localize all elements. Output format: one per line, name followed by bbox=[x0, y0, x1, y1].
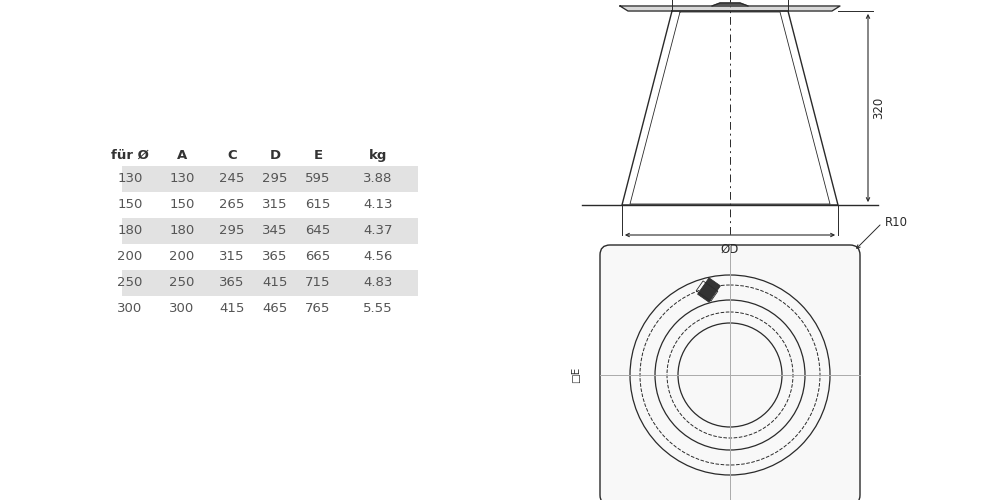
Text: D: D bbox=[269, 149, 281, 162]
Text: 130: 130 bbox=[117, 172, 143, 186]
Text: 3.88: 3.88 bbox=[363, 172, 393, 186]
Text: kg: kg bbox=[369, 149, 387, 162]
Text: 665: 665 bbox=[305, 250, 331, 264]
Text: 180: 180 bbox=[169, 224, 195, 237]
Text: 595: 595 bbox=[305, 172, 331, 186]
Text: 315: 315 bbox=[262, 198, 288, 211]
Text: A: A bbox=[177, 149, 187, 162]
Text: 150: 150 bbox=[117, 198, 143, 211]
Text: 4.56: 4.56 bbox=[363, 250, 393, 264]
Text: 4.83: 4.83 bbox=[363, 276, 393, 289]
Text: 320: 320 bbox=[872, 97, 885, 119]
Text: 415: 415 bbox=[219, 302, 245, 316]
Bar bbox=[698, 278, 720, 302]
Text: 200: 200 bbox=[117, 250, 143, 264]
Text: 415: 415 bbox=[262, 276, 288, 289]
Bar bbox=[122, 218, 418, 244]
Text: 265: 265 bbox=[219, 198, 245, 211]
Text: □E: □E bbox=[571, 367, 581, 383]
Text: 300: 300 bbox=[169, 302, 195, 316]
Text: 5.55: 5.55 bbox=[363, 302, 393, 316]
Text: 250: 250 bbox=[117, 276, 143, 289]
Text: 365: 365 bbox=[262, 250, 288, 264]
Polygon shape bbox=[712, 3, 748, 6]
Text: 345: 345 bbox=[262, 224, 288, 237]
Text: 300: 300 bbox=[117, 302, 143, 316]
Text: 715: 715 bbox=[305, 276, 331, 289]
Polygon shape bbox=[620, 6, 840, 11]
Text: 295: 295 bbox=[262, 172, 288, 186]
Text: C: C bbox=[227, 149, 237, 162]
Text: 615: 615 bbox=[305, 198, 331, 211]
Bar bbox=[122, 166, 418, 192]
Text: 130: 130 bbox=[169, 172, 195, 186]
Text: 150: 150 bbox=[169, 198, 195, 211]
Text: 250: 250 bbox=[169, 276, 195, 289]
FancyBboxPatch shape bbox=[600, 245, 860, 500]
Text: ØD: ØD bbox=[721, 243, 739, 256]
Text: 465: 465 bbox=[262, 302, 288, 316]
Text: 295: 295 bbox=[219, 224, 245, 237]
Text: 180: 180 bbox=[117, 224, 143, 237]
Text: für Ø: für Ø bbox=[111, 149, 149, 162]
Text: 4.37: 4.37 bbox=[363, 224, 393, 237]
Text: 200: 200 bbox=[169, 250, 195, 264]
Text: 365: 365 bbox=[219, 276, 245, 289]
Text: 315: 315 bbox=[219, 250, 245, 264]
Text: 245: 245 bbox=[219, 172, 245, 186]
Text: 4.13: 4.13 bbox=[363, 198, 393, 211]
Text: 645: 645 bbox=[305, 224, 331, 237]
Bar bbox=[696, 281, 718, 301]
Text: R10: R10 bbox=[885, 216, 908, 230]
Text: 765: 765 bbox=[305, 302, 331, 316]
Bar bbox=[122, 270, 418, 296]
Text: E: E bbox=[313, 149, 323, 162]
